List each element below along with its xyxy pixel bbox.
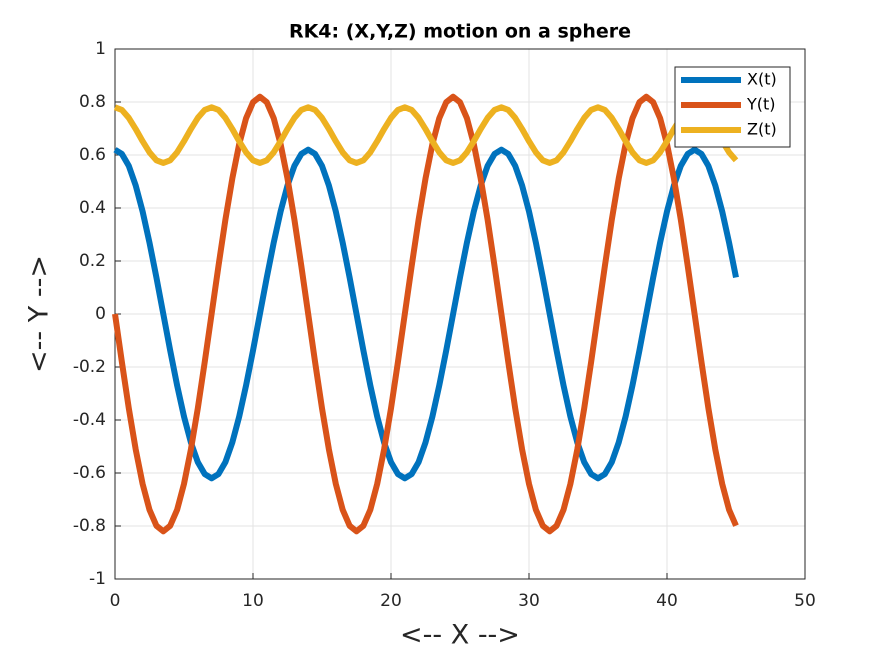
y-tick-label: 1: [95, 39, 106, 59]
y-tick-label: -0.6: [73, 463, 106, 483]
y-tick-label: 0.8: [79, 92, 106, 112]
y-tick-label: -0.8: [73, 516, 106, 536]
y-axis-label: <-- Y -->: [24, 255, 55, 373]
chart-title: RK4: (X,Y,Z) motion on a sphere: [289, 21, 631, 43]
legend-label: X(t): [747, 70, 777, 89]
x-tick-label: 50: [794, 591, 816, 611]
line-series: [113, 104, 739, 166]
x-tick-label: 0: [110, 591, 121, 611]
y-tick-label: 0.4: [79, 198, 106, 218]
y-tick-label: 0: [95, 304, 106, 324]
x-axis-label: <-- X -->: [400, 620, 520, 651]
y-tick-label: -0.4: [73, 410, 106, 430]
x-tick-label: 40: [656, 591, 678, 611]
legend-label: Y(t): [746, 95, 776, 114]
line-series: [113, 146, 739, 482]
y-tick-label: -1: [89, 569, 106, 589]
y-tick-label: -0.2: [73, 357, 106, 377]
legend-label: Z(t): [747, 120, 777, 139]
x-tick-label: 30: [518, 591, 540, 611]
y-tick-label: 0.6: [79, 145, 106, 165]
x-tick-label: 20: [380, 591, 402, 611]
y-tick-label: 0.2: [79, 251, 106, 271]
line-series: [112, 93, 739, 535]
x-tick-label: 10: [242, 591, 264, 611]
